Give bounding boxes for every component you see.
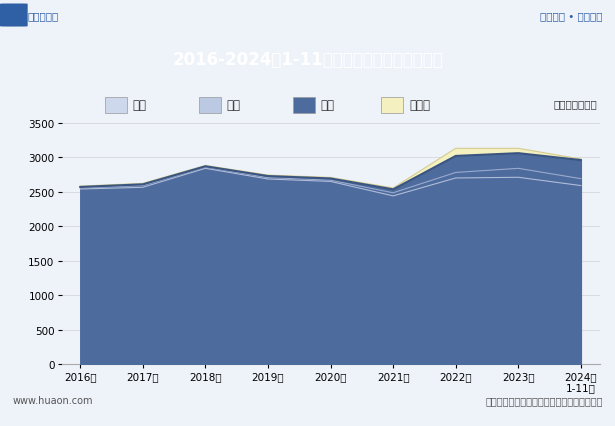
Text: 单位：亿千瓦时: 单位：亿千瓦时 (554, 99, 597, 109)
Text: www.huaon.com: www.huaon.com (12, 395, 93, 406)
Bar (293, 98, 315, 113)
Text: 华经情报网: 华经情报网 (28, 11, 59, 21)
Text: 水力: 水力 (320, 99, 335, 112)
Text: 2016-2024年1-11月河南省各发电类型发电量: 2016-2024年1-11月河南省各发电类型发电量 (172, 51, 443, 69)
Bar (381, 98, 403, 113)
Text: 风力: 风力 (226, 99, 240, 112)
Text: 太阳能: 太阳能 (409, 99, 430, 112)
Bar (199, 98, 221, 113)
FancyBboxPatch shape (0, 4, 28, 27)
Bar (105, 98, 127, 113)
Text: 数据来源：国家统计局，华经产业研究院整理: 数据来源：国家统计局，华经产业研究院整理 (485, 395, 603, 406)
Text: 火力: 火力 (132, 99, 146, 112)
Text: 专业严谨 • 客观科学: 专业严谨 • 客观科学 (540, 11, 603, 21)
